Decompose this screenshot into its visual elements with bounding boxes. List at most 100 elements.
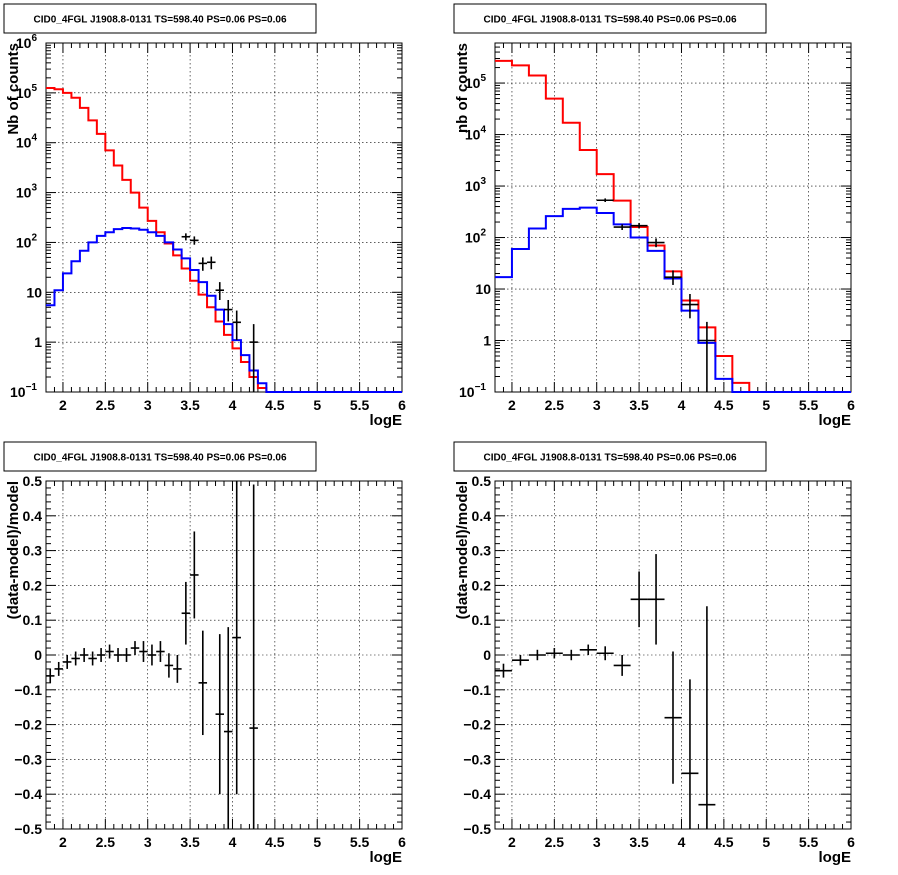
y-axis-label: nb of counts [454,43,471,133]
x-tick-label: 5.5 [799,834,819,850]
x-tick-label: 4 [678,397,686,413]
y-tick-label: 0.1 [472,612,492,628]
y-tick-label: 0 [483,647,491,663]
x-tick-label: 2.5 [545,834,565,850]
x-tick-label: 4 [229,397,237,413]
source-model-histogram [46,226,402,393]
y-tick-label: 0.3 [23,543,43,559]
title-box [3,3,317,34]
y-tick-label: 104 [16,133,38,151]
y-tick-label: 0.5 [472,473,492,489]
x-tick-label: 5 [762,397,770,413]
x-tick-label: 2 [508,834,516,850]
plot-title: CID0_4FGL J1908.8-0131 TS=598.40 PS=0.06… [33,453,286,464]
plot-title: CID0_4FGL J1908.8-0131 TS=598.40 PS=0.06… [33,15,286,26]
x-tick-label: 2 [59,397,67,413]
title-box [453,3,767,34]
y-tick-label: 0.4 [472,508,492,524]
x-tick-label: 5.5 [350,397,370,413]
x-tick-label: 2 [508,397,516,413]
counts-panel-fine-bins: 2 2.5 3 3.5 4 4.5 5 5.5 6 10−1 1 10 102 103 104 105 106 l… [3,3,406,429]
title-box [3,441,317,472]
y-tick-label: −0.3 [14,751,42,767]
x-tick-label: 3.5 [629,834,649,850]
y-tick-label: 10−1 [10,382,37,400]
y-tick-label: 10 [26,284,42,300]
x-tick-label: 5.5 [350,834,370,850]
x-tick-label: 2.5 [545,397,565,413]
y-tick-label: 1 [34,334,42,350]
x-tick-label: 4.5 [265,834,285,850]
x-tick-label: 5 [762,834,770,850]
x-tick-label: 6 [847,397,855,413]
x-tick-label: 4 [229,834,237,850]
y-tick-label: −0.1 [463,682,491,698]
y-tick-label: 0.4 [23,508,43,524]
y-tick-label: 105 [465,73,487,91]
y-tick-label: 104 [465,125,487,143]
plot-frame [45,42,403,393]
x-tick-label: 4.5 [265,397,285,413]
y-axis-label: (data-model)/model [454,481,471,619]
residuals-panel-coarse-bins: 2 2.5 3 3.5 4 4.5 5 5.5 6 −0.5 −0.4 −0.3 −0.2 −0.1 0 0.… [453,441,855,866]
x-tick-label: 6 [398,834,406,850]
y-tick-label: 105 [16,83,38,101]
y-tick-label: 103 [465,176,487,194]
x-axis-label: logE [370,849,403,866]
x-tick-label: 2.5 [96,834,116,850]
y-tick-label: 10 [475,281,491,297]
x-tick-label: 4 [678,834,686,850]
x-tick-label: 3 [593,397,601,413]
y-tick-label: 0.5 [23,473,43,489]
residuals-panel-fine-bins: 2 2.5 3 3.5 4 4.5 5 5.5 6 −0.5 −0.4 −0.3 −0.2 −0.1 0 0.… [3,441,406,866]
y-tick-label: 102 [465,228,487,246]
y-tick-label: −0.4 [14,786,42,802]
y-tick-label: 0.3 [472,543,492,559]
y-tick-label: −0.1 [14,682,42,698]
x-tick-label: 6 [398,397,406,413]
x-axis-label: logE [819,849,852,866]
y-tick-label: 0.2 [472,577,492,593]
y-tick-label: 103 [16,183,38,201]
y-tick-label: 0.1 [23,612,43,628]
y-tick-label: 106 [16,33,38,51]
y-tick-label: −0.4 [463,786,491,802]
plot-title: CID0_4FGL J1908.8-0131 TS=598.40 PS=0.06… [483,15,736,26]
source-model-histogram [495,206,851,393]
plot-title: CID0_4FGL J1908.8-0131 TS=598.40 PS=0.06… [483,453,736,464]
x-axis-label: logE [370,412,403,429]
x-tick-label: 2 [59,834,67,850]
x-tick-label: 5 [313,397,321,413]
y-tick-label: 0 [34,647,42,663]
x-tick-label: 3 [144,834,152,850]
y-tick-label: −0.2 [463,717,491,733]
x-tick-label: 4.5 [714,834,734,850]
y-axis-label: Nb of counts [5,43,22,135]
y-tick-label: −0.3 [463,751,491,767]
y-tick-label: 10−1 [459,382,486,400]
total-model-histogram [495,59,851,393]
y-tick-label: −0.5 [14,821,42,837]
title-box [453,441,767,472]
x-tick-label: 3 [144,397,152,413]
x-tick-label: 2.5 [96,397,116,413]
x-tick-label: 3.5 [180,397,200,413]
counts-panel-coarse-bins: 2 2.5 3 3.5 4 4.5 5 5.5 6 10−1 1 10 102 103 104 105 logE… [453,3,855,429]
x-tick-label: 3.5 [629,397,649,413]
x-tick-label: 5 [313,834,321,850]
y-tick-label: −0.5 [463,821,491,837]
y-tick-label: 0.2 [23,577,43,593]
y-axis-label: (data-model)/model [5,481,22,619]
total-model-histogram [46,87,402,393]
y-tick-label: 1 [483,333,491,349]
plot-frame [494,42,852,393]
x-tick-label: 6 [847,834,855,850]
x-tick-label: 3.5 [180,834,200,850]
y-tick-label: −0.2 [14,717,42,733]
x-axis-label: logE [819,412,852,429]
x-tick-label: 5.5 [799,397,819,413]
x-tick-label: 4.5 [714,397,734,413]
x-tick-label: 3 [593,834,601,850]
y-tick-label: 102 [16,232,38,250]
